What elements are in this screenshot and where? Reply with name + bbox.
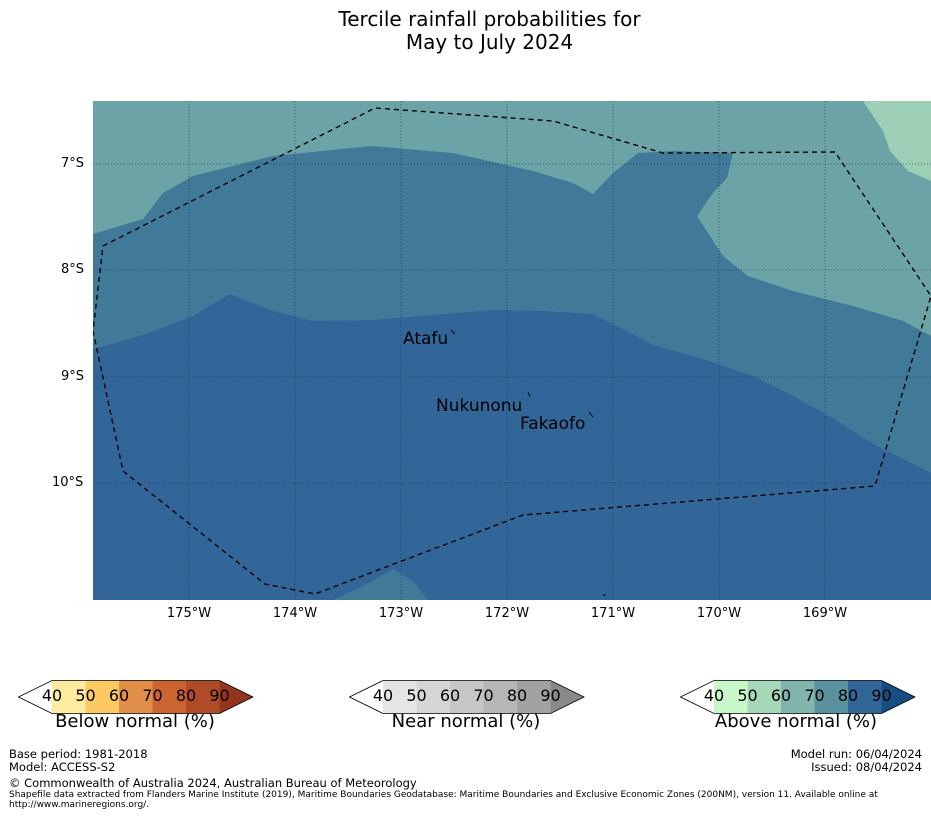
model-name: Model: ACCESS-S2: [9, 760, 116, 774]
lon-label-173w: 173°W: [378, 606, 424, 621]
lat-label-8s: 8°S: [61, 262, 85, 277]
colorbar-above-tick-90: 90: [871, 686, 892, 705]
colorbar-near-swatch-5: [517, 680, 551, 714]
colorbar-below-swatch-6: [219, 680, 253, 714]
colorbar-above-label: Above normal (%): [714, 711, 878, 732]
colorbar-below-swatch-4: [152, 680, 186, 714]
colorbar-near-swatch-4: [483, 680, 517, 714]
colorbar-above-tick-60: 60: [770, 686, 792, 705]
colorbar-above-swatch-3: [781, 680, 815, 714]
copyright: © Commonwealth of Australia 2024, Austra…: [9, 776, 417, 790]
colorbar-near-swatch-1: [383, 680, 417, 714]
lat-label-7s: 7°S: [61, 156, 85, 171]
colorbar-below-swatch-1: [52, 680, 86, 714]
colorbar-near-tick-80: 80: [506, 686, 528, 705]
colorbar-near-label: Near normal (%): [391, 711, 541, 732]
colorbar-below-swatch-3: [119, 680, 153, 714]
colorbar-below-tick-70: 70: [142, 686, 163, 705]
shapefile-credit: Shapefile data extracted from Flanders M…: [9, 790, 878, 810]
small-patch: [333, 569, 428, 600]
footer-left: Base period: 1981-2018 Model: ACCESS-S2: [9, 748, 148, 774]
colorbar-above-swatch-2: [747, 680, 781, 714]
region-60-70: [863, 101, 931, 181]
place-nukunonu: Nukunonu: [436, 396, 522, 416]
colorbar-near-swatch-3: [450, 680, 484, 714]
lon-label-170w: 170°W: [696, 606, 742, 621]
atafu-island: [450, 329, 456, 335]
colorbar-below: [18, 680, 254, 714]
title-line-1: Tercile rainfall probabilities for: [338, 7, 641, 31]
lon-label-172w: 172°W: [484, 606, 530, 621]
colorbar-below-swatch-2: [85, 680, 119, 714]
colorbar-near-tick-60: 60: [439, 686, 461, 705]
colorbar-below-tick-50: 50: [75, 686, 96, 705]
colorbar-near-tick-70: 70: [473, 686, 494, 705]
shapefile-line-1: Shapefile data extracted from Flanders M…: [9, 790, 878, 800]
lon-label-169w: 169°W: [802, 606, 848, 621]
islands: [450, 329, 606, 596]
rainfall-map: Atafu Nukunonu Fakaofo: [93, 101, 931, 600]
base-period: Base period: 1981-2018: [9, 747, 148, 761]
colorbar-above: [680, 680, 916, 714]
place-fakaofo: Fakaofo: [520, 414, 585, 434]
colorbar-near-tick-90: 90: [540, 686, 561, 705]
lon-label-171w: 171°W: [590, 606, 636, 621]
colorbar-near-tick-40: 40: [372, 686, 394, 705]
colorbar-near-swatch-2: [416, 680, 450, 714]
colorbar-near-swatch-6: [550, 680, 584, 714]
model-run: Model run: 06/04/2024: [790, 747, 922, 761]
region-80-90: [93, 294, 931, 600]
shapefile-line-2: http://www.marineregions.org/.: [9, 800, 150, 810]
fakaofo-island: [588, 411, 594, 418]
nukunonu-island: [527, 391, 531, 398]
colorbar-below-swatch-0: [18, 680, 52, 714]
colorbar-above-swatch-1: [714, 680, 748, 714]
colorbar-above-swatch-4: [814, 680, 848, 714]
colorbar-near-swatch-0: [349, 680, 383, 714]
lat-label-9s: 9°S: [61, 369, 85, 384]
colorbar-above-tick-40: 40: [703, 686, 725, 705]
chart-title: Tercile rainfall probabilities for May t…: [0, 8, 931, 54]
footer-right: Model run: 06/04/2024 Issued: 08/04/2024: [791, 748, 922, 774]
colorbar-below-tick-90: 90: [209, 686, 230, 705]
colorbar-above-tick-50: 50: [737, 686, 758, 705]
colorbar-below-tick-60: 60: [108, 686, 130, 705]
colorbar-below-label: Below normal (%): [55, 711, 215, 732]
issued-date: Issued: 08/04/2024: [811, 760, 922, 774]
place-atafu: Atafu: [403, 329, 448, 349]
lat-label-10s: 10°S: [52, 475, 84, 490]
colorbar-below-tick-40: 40: [41, 686, 63, 705]
colorbar-below-swatch-5: [186, 680, 220, 714]
colorbar-above-swatch-6: [881, 680, 915, 714]
colorbar-above-swatch-5: [848, 680, 882, 714]
lon-label-174w: 174°W: [272, 606, 318, 621]
colorbar-below-tick-80: 80: [175, 686, 197, 705]
colorbar-near: [349, 680, 585, 714]
colorbar-above-tick-80: 80: [837, 686, 859, 705]
title-line-2: May to July 2024: [405, 30, 574, 54]
lon-label-175w: 175°W: [166, 606, 212, 621]
colorbar-above-tick-70: 70: [804, 686, 825, 705]
colorbar-near-tick-50: 50: [406, 686, 427, 705]
gridlines: [93, 101, 931, 600]
colorbar-above-swatch-0: [680, 680, 714, 714]
